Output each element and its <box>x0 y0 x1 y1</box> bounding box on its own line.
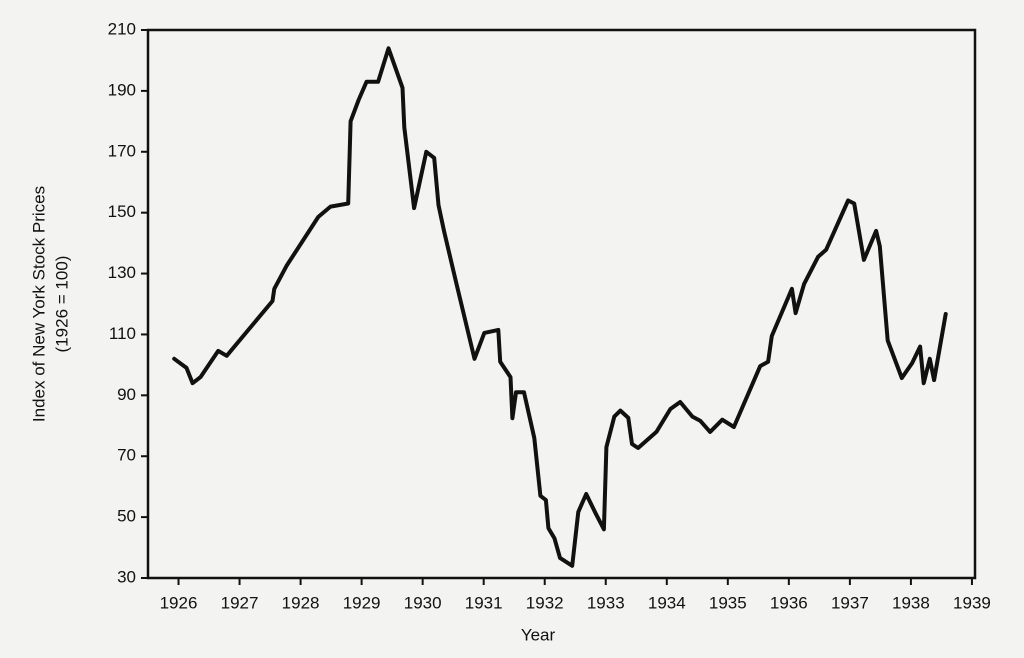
y-tick-label: 210 <box>108 19 136 38</box>
y-tick-label: 170 <box>108 141 136 160</box>
x-tick-label: 1933 <box>587 593 625 612</box>
x-tick-label: 1938 <box>892 593 930 612</box>
x-tick-label: 1928 <box>282 593 320 612</box>
y-axis-label: (1926 = 100) <box>52 256 71 353</box>
y-tick-label: 150 <box>108 202 136 221</box>
y-axis-label: Index of New York Stock Prices <box>29 186 48 422</box>
plot-frame <box>146 28 977 580</box>
price-line <box>172 46 948 568</box>
y-tick-label: 190 <box>108 80 136 99</box>
x-tick-label: 1930 <box>404 593 442 612</box>
x-tick-label: 1929 <box>343 593 381 612</box>
y-tick-label: 130 <box>108 263 136 282</box>
x-tick-label: 1934 <box>648 593 686 612</box>
x-tick-label: 1937 <box>831 593 869 612</box>
x-tick-label: 1936 <box>770 593 808 612</box>
x-tick-label: 1931 <box>465 593 503 612</box>
x-tick-label: 1926 <box>160 593 198 612</box>
x-tick-label: 1935 <box>709 593 747 612</box>
x-tick-label: 1939 <box>953 593 991 612</box>
y-tick-label: 70 <box>117 446 136 465</box>
x-axis-label: Year <box>521 625 556 644</box>
x-tick-label: 1927 <box>221 593 259 612</box>
x-tick-label: 1932 <box>526 593 564 612</box>
y-tick-label: 50 <box>117 507 136 526</box>
y-tick-label: 110 <box>109 324 136 343</box>
y-tick-label: 30 <box>117 567 136 586</box>
y-tick-label: 90 <box>117 385 136 404</box>
